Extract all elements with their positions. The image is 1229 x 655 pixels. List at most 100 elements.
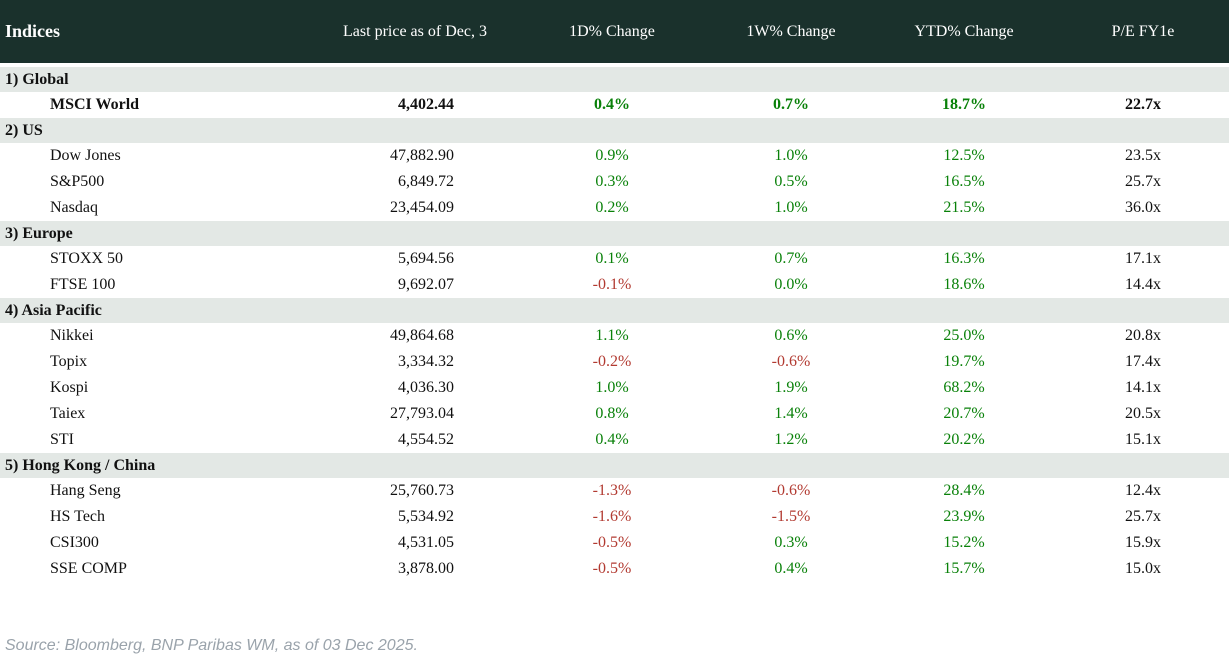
index-name: FTSE 100	[50, 276, 116, 293]
change-1d: -0.5%	[592, 560, 632, 577]
indices-table: Indices Last price as of Dec, 3 1D% Chan…	[0, 0, 1229, 582]
change-1d: 0.2%	[595, 199, 629, 216]
pe-ratio: 17.1x	[1125, 250, 1161, 267]
change-ytd: 18.6%	[943, 276, 985, 293]
change-1d: 1.0%	[595, 379, 629, 396]
pe-ratio: 20.5x	[1125, 405, 1161, 422]
table-row: Taiex 27,793.04 0.8% 1.4% 20.7% 20.5x	[0, 401, 1229, 427]
pe-ratio: 14.1x	[1125, 379, 1161, 396]
index-name: CSI300	[50, 534, 99, 551]
index-name: S&P500	[50, 173, 105, 190]
index-name: Nikkei	[50, 327, 94, 344]
pe-ratio: 14.4x	[1125, 276, 1161, 293]
header-divider	[0, 63, 1229, 67]
change-1d: 0.8%	[595, 405, 629, 422]
last-price: 4,531.05	[398, 534, 454, 551]
index-name: STI	[50, 431, 74, 448]
change-1w: 0.4%	[774, 560, 808, 577]
pe-ratio: 15.0x	[1125, 560, 1161, 577]
index-name: HS Tech	[50, 508, 106, 525]
table-header-row: Indices Last price as of Dec, 3 1D% Chan…	[0, 0, 1229, 63]
section-header: 4) Asia Pacific	[0, 298, 1229, 323]
change-1d: 0.4%	[594, 96, 630, 113]
index-name: Nasdaq	[50, 199, 98, 216]
last-price: 3,878.00	[398, 560, 454, 577]
index-name: SSE COMP	[50, 560, 127, 577]
change-ytd: 23.9%	[943, 508, 985, 525]
change-1w: 0.5%	[774, 173, 808, 190]
change-ytd: 15.7%	[943, 560, 985, 577]
table-row: SSE COMP 3,878.00 -0.5% 0.4% 15.7% 15.0x	[0, 556, 1229, 582]
pe-ratio: 22.7x	[1125, 96, 1161, 113]
section-header: 3) Europe	[0, 221, 1229, 246]
change-1w: 1.0%	[774, 199, 808, 216]
last-price: 23,454.09	[390, 199, 454, 216]
last-price: 49,864.68	[390, 327, 454, 344]
table-row: S&P500 6,849.72 0.3% 0.5% 16.5% 25.7x	[0, 169, 1229, 195]
pe-ratio: 15.9x	[1125, 534, 1161, 551]
table-row: Nasdaq 23,454.09 0.2% 1.0% 21.5% 36.0x	[0, 195, 1229, 221]
change-ytd: 20.2%	[943, 431, 985, 448]
column-header-1w-change: 1W% Change	[746, 22, 836, 40]
pe-ratio: 25.7x	[1125, 508, 1161, 525]
last-price: 3,334.32	[398, 353, 454, 370]
last-price: 25,760.73	[390, 482, 454, 499]
column-header-1d-change: 1D% Change	[569, 22, 655, 40]
column-header-pe-fy1e: P/E FY1e	[1111, 22, 1175, 40]
table-row: Dow Jones 47,882.90 0.9% 1.0% 12.5% 23.5x	[0, 143, 1229, 169]
table-body: 1) Global MSCI World 4,402.44 0.4% 0.7% 18.7%…	[0, 67, 1229, 582]
change-ytd: 12.5%	[943, 147, 985, 164]
last-price: 5,694.56	[398, 250, 454, 267]
change-ytd: 15.2%	[943, 534, 985, 551]
pe-ratio: 23.5x	[1125, 147, 1161, 164]
change-ytd: 68.2%	[943, 379, 985, 396]
last-price: 47,882.90	[390, 147, 454, 164]
change-1w: 1.2%	[774, 431, 808, 448]
change-1d: 0.3%	[595, 173, 629, 190]
index-name: Dow Jones	[50, 147, 121, 164]
source-note: Source: Bloomberg, BNP Paribas WM, as of…	[5, 637, 418, 654]
index-name: Hang Seng	[50, 482, 121, 499]
last-price: 4,402.44	[398, 96, 454, 113]
change-ytd: 21.5%	[943, 199, 985, 216]
table-row: MSCI World 4,402.44 0.4% 0.7% 18.7% 22.7x	[0, 92, 1229, 118]
table-row: Nikkei 49,864.68 1.1% 0.6% 25.0% 20.8x	[0, 323, 1229, 349]
change-1w: 1.4%	[774, 405, 808, 422]
change-1w: 1.0%	[774, 147, 808, 164]
section-header: 1) Global	[0, 67, 1229, 92]
index-name: STOXX 50	[50, 250, 124, 267]
last-price: 4,554.52	[398, 431, 454, 448]
pe-ratio: 20.8x	[1125, 327, 1161, 344]
index-name: Topix	[50, 353, 88, 370]
change-ytd: 20.7%	[943, 405, 985, 422]
change-1w: 0.0%	[774, 276, 808, 293]
change-1d: 1.1%	[595, 327, 629, 344]
table-row: CSI300 4,531.05 -0.5% 0.3% 15.2% 15.9x	[0, 530, 1229, 556]
index-name: Taiex	[50, 405, 86, 422]
change-1d: -0.5%	[592, 534, 632, 551]
change-1d: 0.9%	[595, 147, 629, 164]
table-row: Topix 3,334.32 -0.2% -0.6% 19.7% 17.4x	[0, 349, 1229, 375]
pe-ratio: 36.0x	[1125, 199, 1161, 216]
change-1w: 0.3%	[774, 534, 808, 551]
column-header-indices: Indices	[5, 21, 61, 41]
change-1w: 1.9%	[774, 379, 808, 396]
change-1w: -0.6%	[771, 353, 811, 370]
change-1d: -1.3%	[592, 482, 632, 499]
section-header: 2) US	[0, 118, 1229, 143]
change-ytd: 28.4%	[943, 482, 985, 499]
change-1w: -1.5%	[771, 508, 811, 525]
last-price: 4,036.30	[398, 379, 454, 396]
change-1d: -0.2%	[592, 353, 632, 370]
index-name: Kospi	[50, 379, 89, 396]
pe-ratio: 17.4x	[1125, 353, 1161, 370]
change-ytd: 16.5%	[943, 173, 985, 190]
pe-ratio: 15.1x	[1125, 431, 1161, 448]
column-header-ytd-change: YTD% Change	[914, 22, 1014, 40]
change-1d: 0.4%	[595, 431, 629, 448]
table-row: HS Tech 5,534.92 -1.6% -1.5% 23.9% 25.7x	[0, 504, 1229, 530]
last-price: 27,793.04	[390, 405, 454, 422]
index-name: MSCI World	[50, 96, 140, 113]
table-row: Kospi 4,036.30 1.0% 1.9% 68.2% 14.1x	[0, 375, 1229, 401]
change-1w: 0.6%	[774, 327, 808, 344]
